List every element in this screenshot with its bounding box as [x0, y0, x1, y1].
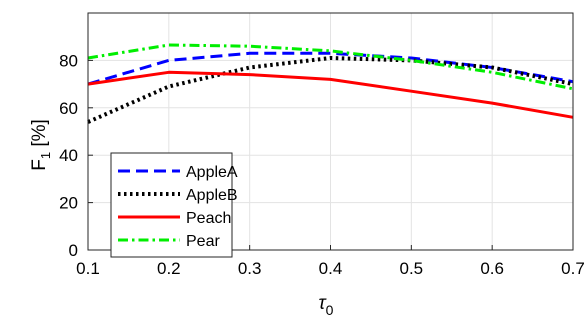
legend-label-appleb: AppleB	[186, 187, 238, 204]
x-tick-label: 0.5	[400, 259, 424, 278]
legend-label-applea: AppleA	[186, 164, 238, 181]
x-tick-label: 0.3	[238, 259, 262, 278]
y-axis-label-unit: [%]	[29, 119, 50, 152]
y-tick-label: 40	[59, 146, 78, 165]
x-tick-label: 0.2	[157, 259, 181, 278]
y-axis-label-base: F	[29, 159, 50, 171]
legend-label-pear: Pear	[186, 233, 220, 250]
legend-box	[110, 152, 233, 258]
x-tick-label: 0.7	[561, 259, 585, 278]
legend-label-peach: Peach	[186, 210, 231, 227]
series-line-appleb	[87, 56, 574, 124]
y-axis-label-subscript: 1	[38, 152, 53, 159]
y-tick-label: 60	[59, 99, 78, 118]
y-tick-label: 20	[59, 194, 78, 213]
series-lines	[87, 43, 574, 124]
x-tick-label: 0.1	[76, 259, 100, 278]
x-axis-label-base: τ	[319, 293, 328, 314]
y-tick-label: 80	[59, 51, 78, 70]
y-tick-label: 0	[69, 241, 78, 260]
ticks: 0.1 0.2 0.3 0.4 0.5 0.6 0.7 0 20 40 60 80	[59, 51, 585, 278]
x-tick-label: 0.4	[319, 259, 343, 278]
series-line-peach	[87, 70, 574, 119]
x-axis-label-subscript: 0	[326, 302, 334, 318]
x-tick-label: 0.6	[480, 259, 504, 278]
y-axis-label: F1 [%]	[29, 119, 53, 171]
legend: AppleA AppleB Peach Pear	[110, 152, 238, 258]
x-axis-label: τ0	[319, 293, 334, 318]
